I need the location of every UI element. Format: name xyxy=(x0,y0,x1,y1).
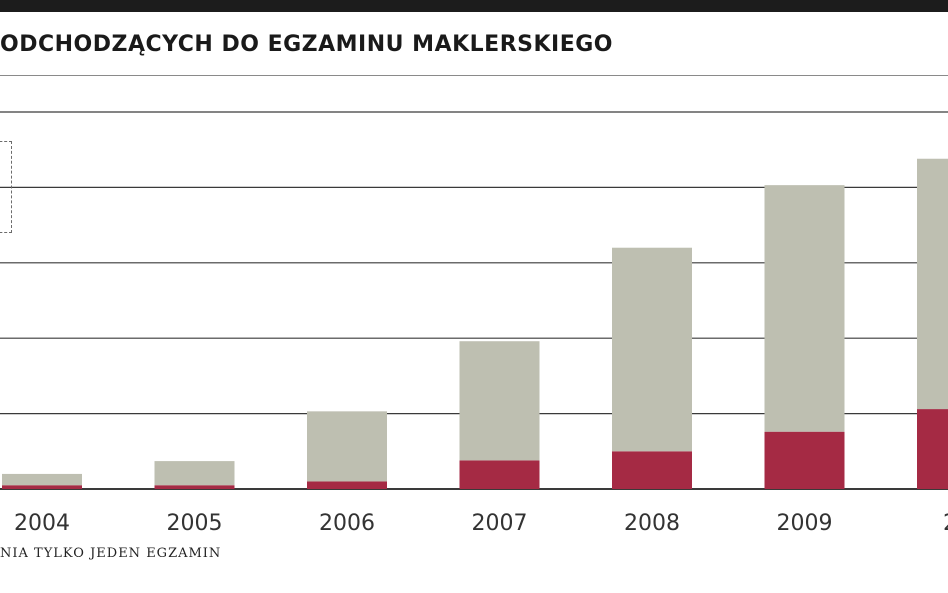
bar-segment-bottom xyxy=(459,460,540,489)
bar-segment-top xyxy=(2,473,82,486)
bar-segment-top xyxy=(917,158,948,410)
top-bar xyxy=(0,0,948,12)
legend-box xyxy=(0,141,12,233)
x-tick-label: 2008 xyxy=(624,511,680,536)
x-tick-label: 20 xyxy=(943,511,948,536)
bar-segment-bottom xyxy=(764,431,845,489)
bar-segment-bottom xyxy=(612,451,692,489)
x-tick-label: 2005 xyxy=(167,511,223,536)
bar-segment-top xyxy=(307,411,387,482)
x-tick-label: 2004 xyxy=(14,511,70,536)
footnote: NIA TYLKO JEDEN EGZAMIN xyxy=(0,546,222,561)
x-tick-label: 2009 xyxy=(777,511,833,536)
bar-segment-bottom xyxy=(917,409,948,489)
bar-segment-top xyxy=(154,461,235,486)
bar-segment-bottom xyxy=(154,485,235,489)
x-axis-labels: 2004 2005 2006 2007 2008 2009 20 xyxy=(14,511,948,536)
bar-segment-bottom xyxy=(307,481,387,489)
x-tick-label: 2007 xyxy=(472,511,528,536)
bar-segment-top xyxy=(459,341,540,461)
bar-segment-top xyxy=(764,185,845,432)
bar-segment-bottom xyxy=(2,485,82,489)
title-rule xyxy=(0,75,948,76)
bar-segment-top xyxy=(612,247,692,452)
chart-title: ODCHODZĄCYCH DO EGZAMINU MAKLERSKIEGO xyxy=(0,32,613,57)
x-tick-label: 2006 xyxy=(319,511,375,536)
bars xyxy=(2,158,948,489)
